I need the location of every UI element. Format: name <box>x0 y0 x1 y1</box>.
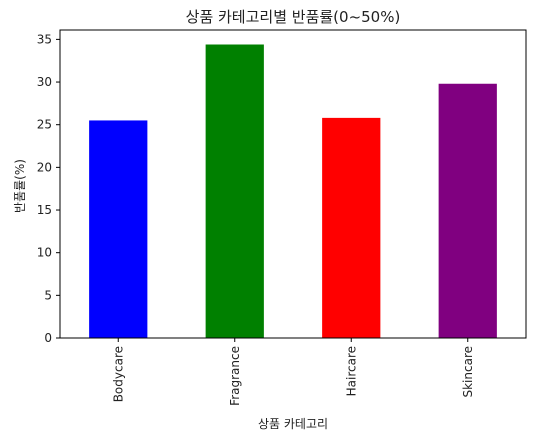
y-tick-label: 0 <box>44 331 52 345</box>
x-tick-label: Haircare <box>344 346 358 396</box>
plot-area: 0 5 10 15 20 25 30 35 Bodycare Fragrance Haircare S… <box>37 29 527 406</box>
bar-fragrance <box>205 44 264 339</box>
x-tick-label: Fragrance <box>228 346 242 406</box>
bar-skincare <box>438 83 497 338</box>
y-tick-label: 5 <box>44 288 52 302</box>
y-tick-label: 25 <box>37 118 52 132</box>
y-axis-label: 반품률(%) <box>13 159 27 213</box>
y-tick-label: 10 <box>37 246 52 260</box>
y-tick-label: 15 <box>37 203 52 217</box>
chart-title: 상품 카테고리별 반품률(0~50%) <box>186 8 401 26</box>
bar-bodycare <box>89 120 148 338</box>
y-tick-label: 35 <box>37 32 52 46</box>
bar-haircare <box>322 117 381 338</box>
x-axis-label: 상품 카테고리 <box>258 417 328 431</box>
y-tick-label: 20 <box>37 160 52 174</box>
plot-frame <box>59 29 527 339</box>
y-tick-label: 30 <box>37 75 52 89</box>
x-tick-label: Bodycare <box>111 346 125 402</box>
x-tick-label: Skincare <box>461 346 475 398</box>
